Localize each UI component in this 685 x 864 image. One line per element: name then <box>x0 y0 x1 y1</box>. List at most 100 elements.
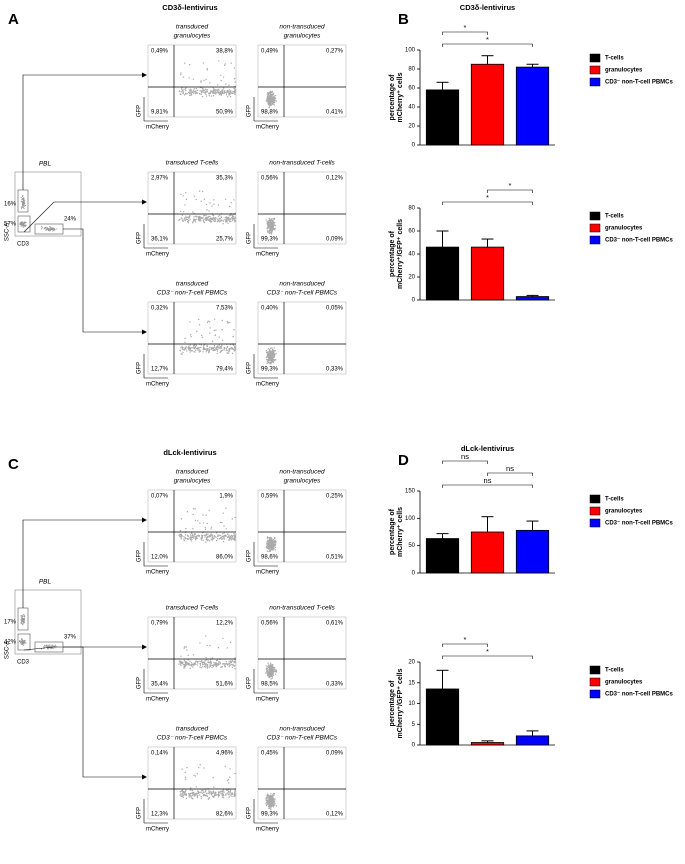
event-dot <box>274 102 275 103</box>
event-dot <box>183 797 184 798</box>
arrow-head <box>142 200 147 205</box>
event-dot <box>229 218 230 219</box>
event-dot <box>199 90 200 91</box>
event-dot <box>183 89 184 90</box>
event-dot <box>180 793 181 794</box>
axis-label: CD3 <box>17 660 30 666</box>
event-dot <box>273 539 274 540</box>
y-axis-label: mCherry⁺ cells <box>397 72 404 122</box>
quadrant-value: 0,61% <box>326 621 344 627</box>
quadrant-value: 36,1% <box>151 237 169 243</box>
event-dot <box>206 204 207 205</box>
axis-label: GFP <box>137 232 143 244</box>
event-dot <box>20 223 21 224</box>
plot-frame <box>148 490 236 562</box>
event-dot <box>23 202 24 203</box>
event-dot <box>272 227 273 228</box>
event-dot <box>195 350 196 351</box>
event-dot <box>21 207 22 208</box>
event-dot <box>270 803 271 804</box>
event-dot <box>189 64 190 65</box>
plot-title: transduced <box>176 24 209 31</box>
event-dot <box>267 541 268 542</box>
event-dot <box>229 348 230 349</box>
event-dot <box>190 344 191 345</box>
event-dot <box>207 348 208 349</box>
event-dot <box>275 95 276 96</box>
event-dot <box>234 773 235 774</box>
event-dot <box>180 665 181 666</box>
event-dot <box>210 659 211 660</box>
event-dot <box>179 795 180 796</box>
event-dot <box>267 355 268 356</box>
event-dot <box>184 537 185 538</box>
quadrant-value: 98,8% <box>261 110 279 116</box>
y-tick-label: 60 <box>408 229 415 235</box>
quadrant-value: 98,5% <box>261 682 279 688</box>
event-dot <box>266 804 267 805</box>
event-dot <box>213 95 214 96</box>
event-dot <box>265 672 266 673</box>
event-dot <box>46 229 47 230</box>
event-dot <box>227 321 228 322</box>
event-dot <box>185 93 186 94</box>
event-dot <box>208 660 209 661</box>
event-dot <box>182 90 183 91</box>
event-dot <box>271 801 272 802</box>
event-dot <box>206 666 207 667</box>
event-dot <box>221 94 222 95</box>
event-dot <box>203 792 204 793</box>
event-dot <box>193 91 194 92</box>
event-dot <box>193 89 194 90</box>
event-dot <box>274 667 275 668</box>
event-dot <box>205 515 206 516</box>
event-dot <box>271 229 272 230</box>
legend-swatch <box>590 78 600 86</box>
event-dot <box>209 793 210 794</box>
event-dot <box>208 352 209 353</box>
event-dot <box>197 92 198 93</box>
event-dot <box>232 92 233 93</box>
event-dot <box>273 359 274 360</box>
event-dot <box>218 661 219 662</box>
event-dot <box>42 227 43 228</box>
event-dot <box>218 793 219 794</box>
event-dot <box>270 543 271 544</box>
event-dot <box>275 225 276 226</box>
event-dot <box>226 348 227 349</box>
event-dot <box>188 796 189 797</box>
event-dot <box>214 93 215 94</box>
event-dot <box>271 102 272 103</box>
event-dot <box>221 216 222 217</box>
event-dot <box>233 199 234 200</box>
event-dot <box>216 540 217 541</box>
event-dot <box>270 678 271 679</box>
event-dot <box>268 232 269 233</box>
event-dot <box>180 791 181 792</box>
quadrant-value: 4,96% <box>216 751 234 757</box>
event-dot <box>209 348 210 349</box>
event-dot <box>216 349 217 350</box>
event-dot <box>230 96 231 97</box>
event-dot <box>215 792 216 793</box>
event-dot <box>184 94 185 95</box>
event-dot <box>218 336 219 337</box>
event-dot <box>267 96 268 97</box>
event-dot <box>21 208 22 209</box>
panel-letter: B <box>398 11 409 28</box>
plot-title: granulocytes <box>174 33 212 40</box>
event-dot <box>217 353 218 354</box>
event-dot <box>53 228 54 229</box>
event-dot <box>222 329 223 330</box>
quadrant-value: 0,40% <box>261 306 279 312</box>
event-dot <box>194 345 195 346</box>
event-dot <box>226 350 227 351</box>
event-dot <box>25 642 26 643</box>
significance-bracket <box>443 44 533 47</box>
event-dot <box>208 790 209 791</box>
event-dot <box>192 536 193 537</box>
event-dot <box>211 95 212 96</box>
quadrant-value: 98,6% <box>261 555 279 561</box>
event-dot <box>223 349 224 350</box>
event-dot <box>188 349 189 350</box>
